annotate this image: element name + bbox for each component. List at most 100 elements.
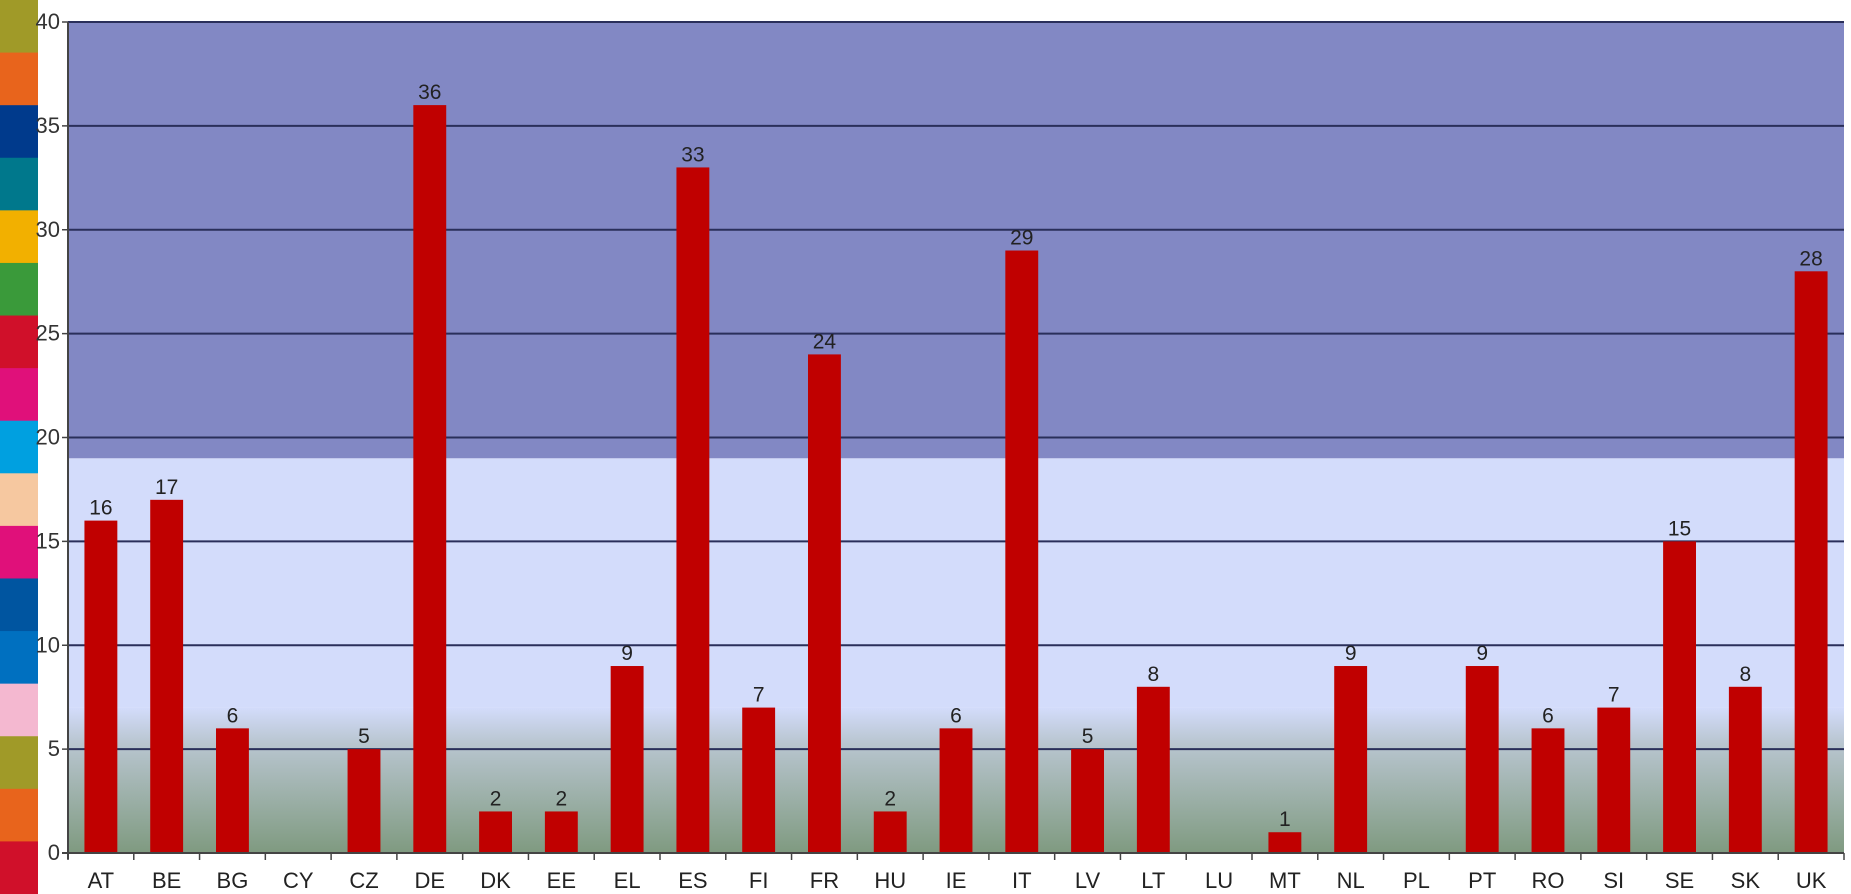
x-tick-label-sk: SK xyxy=(1731,868,1761,893)
background-band xyxy=(68,458,1844,708)
x-tick-label-cy: CY xyxy=(283,868,314,893)
data-label-uk: 28 xyxy=(1799,247,1822,270)
side-strip-segment xyxy=(0,262,38,317)
y-tick-label: 25 xyxy=(36,321,60,346)
x-tick-label-at: AT xyxy=(88,868,114,893)
bar-dk xyxy=(479,811,512,853)
y-tick-label: 30 xyxy=(36,217,60,242)
bar-el xyxy=(610,666,644,853)
side-strip-segment xyxy=(0,736,38,790)
side-strip-segment xyxy=(0,315,38,369)
side-strip-segment xyxy=(0,52,38,106)
y-tick-label: 20 xyxy=(36,425,60,450)
data-label-se: 15 xyxy=(1668,517,1691,540)
x-tick-label-lv: LV xyxy=(1075,868,1101,893)
side-strip-segment xyxy=(0,631,38,685)
x-tick-label-uk: UK xyxy=(1796,868,1827,893)
bar-lv xyxy=(1071,749,1104,854)
data-label-fi: 7 xyxy=(753,684,765,707)
data-label-de: 36 xyxy=(418,81,441,104)
x-tick-label-pt: PT xyxy=(1468,868,1496,893)
y-tick-label: 40 xyxy=(36,9,60,34)
x-tick-label-es: ES xyxy=(678,868,707,893)
axes xyxy=(62,21,1845,860)
bar-hu xyxy=(873,811,907,853)
side-strip-segment xyxy=(0,210,38,264)
bar-fr xyxy=(808,354,841,853)
bar-uk xyxy=(1794,271,1828,853)
side-strip-segment xyxy=(0,473,38,527)
y-tick-label: 35 xyxy=(36,113,60,138)
bar-sk xyxy=(1728,686,1762,853)
side-strip-segment xyxy=(0,525,38,579)
data-label-ro: 6 xyxy=(1542,704,1554,727)
data-label-mt: 1 xyxy=(1279,808,1291,831)
x-tick-label-de: DE xyxy=(414,868,445,893)
data-label-bg: 6 xyxy=(227,704,239,727)
side-strip-segment xyxy=(0,683,38,737)
side-strip-segment xyxy=(0,788,38,842)
data-label-fr: 24 xyxy=(813,330,837,353)
bar-bg xyxy=(216,728,249,853)
bar-cz xyxy=(347,749,381,854)
y-tick-label: 15 xyxy=(36,528,60,553)
x-tick-label-el: EL xyxy=(614,868,641,893)
data-label-it: 29 xyxy=(1010,227,1033,250)
x-axis-category-labels: AT BE BG CY CZ DE DK EE EL ES FI FR HU IE IT LV LT LU MT NL… xyxy=(88,868,1827,893)
data-label-el: 9 xyxy=(621,642,633,665)
data-label-hu: 2 xyxy=(884,787,896,810)
x-tick-label-be: BE xyxy=(152,868,181,893)
x-tick-label-nl: NL xyxy=(1337,868,1365,893)
bar-mt xyxy=(1268,832,1302,853)
bar-de xyxy=(413,105,447,854)
x-tick-label-fi: FI xyxy=(749,868,769,893)
data-label-nl: 9 xyxy=(1345,642,1357,665)
bar-si xyxy=(1597,707,1631,853)
data-label-at: 16 xyxy=(89,497,112,520)
bars xyxy=(84,105,1828,854)
side-strip-segment xyxy=(0,0,38,54)
x-tick-label-dk: DK xyxy=(480,868,511,893)
x-tick-label-si: SI xyxy=(1603,868,1624,893)
y-tick-label: 10 xyxy=(36,632,60,657)
bar-se xyxy=(1663,541,1696,854)
data-label-si: 7 xyxy=(1608,684,1620,707)
data-label-pt: 9 xyxy=(1476,642,1488,665)
x-tick-label-se: SE xyxy=(1665,868,1694,893)
bar-it xyxy=(1005,250,1039,853)
side-strip-segment xyxy=(0,420,38,474)
data-label-es: 33 xyxy=(681,143,704,166)
data-label-ee: 2 xyxy=(555,787,567,810)
side-color-strip xyxy=(0,0,38,894)
x-tick-label-fr: FR xyxy=(810,868,839,893)
data-label-cz: 5 xyxy=(358,725,370,748)
bar-ee xyxy=(544,811,578,853)
bar-ro xyxy=(1531,728,1565,853)
y-axis-tick-labels: 0 5 10 15 20 25 30 35 40 xyxy=(36,9,60,865)
side-strip-segment xyxy=(0,368,38,422)
x-tick-label-mt: MT xyxy=(1269,868,1301,893)
bar-be xyxy=(150,499,184,853)
x-tick-label-ee: EE xyxy=(547,868,576,893)
background-band xyxy=(68,22,1844,459)
y-tick-label: 5 xyxy=(48,736,60,761)
data-label-be: 17 xyxy=(155,476,178,499)
data-label-sk: 8 xyxy=(1739,663,1751,686)
x-tick-label-hu: HU xyxy=(874,868,906,893)
x-tick-label-ie: IE xyxy=(946,868,967,893)
bar-fi xyxy=(742,707,776,853)
bar-ie xyxy=(939,728,973,853)
bar-at xyxy=(84,520,118,853)
x-tick-label-bg: BG xyxy=(217,868,249,893)
data-label-ie: 6 xyxy=(950,704,962,727)
data-label-lt: 8 xyxy=(1147,663,1159,686)
bar-nl xyxy=(1334,666,1368,853)
x-tick-label-lu: LU xyxy=(1205,868,1233,893)
y-tick-label: 0 xyxy=(48,840,60,865)
x-tick-label-ro: RO xyxy=(1532,868,1565,893)
side-strip-segment xyxy=(0,157,38,211)
x-tick-label-pl: PL xyxy=(1403,868,1430,893)
data-label-dk: 2 xyxy=(490,787,502,810)
